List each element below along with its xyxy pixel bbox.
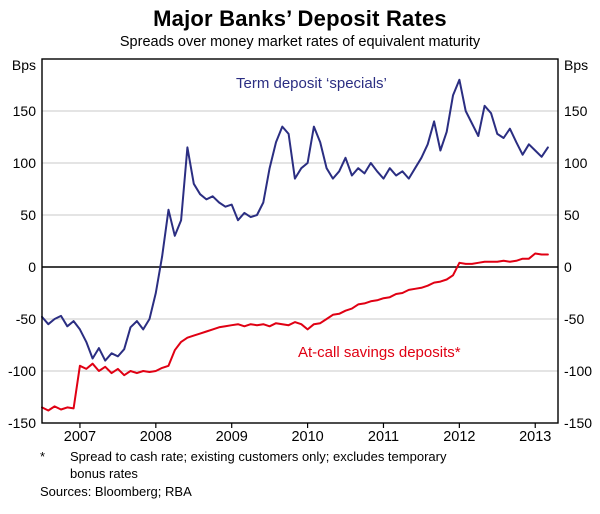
chart-page: Major Banks’ Deposit Rates Spreads over … (0, 6, 600, 514)
y-tick-label-left: -100 (8, 363, 36, 379)
plot-frame (41, 58, 559, 424)
y-axis-unit-left: Bps (12, 57, 36, 73)
x-tick-label: 2008 (140, 429, 172, 445)
y-tick-label-left: -50 (16, 311, 36, 327)
y-tick-label-left: -150 (8, 415, 36, 431)
chart-area: 2007 2008 2009 2010 2011 2012 2013 150 150 100 100… (0, 51, 600, 446)
series-line-term-deposit-specials (41, 78, 549, 362)
y-tick-label-left: 100 (13, 155, 37, 171)
chart-title: Major Banks’ Deposit Rates (153, 6, 447, 31)
footnotes: * Spread to cash rate; existing customer… (0, 446, 600, 501)
y-tick-label-left: 150 (13, 103, 37, 119)
x-tick-label: 2012 (443, 429, 475, 445)
chart-subtitle: Spreads over money market rates of equiv… (119, 34, 481, 50)
footnote-text: Spread to cash rate; existing customers … (70, 449, 447, 481)
annotation-term-deposit-specials: Term deposit ‘specials’ (236, 75, 387, 92)
y-tick-label-right: 100 (564, 155, 588, 171)
x-tick-label: 2010 (291, 429, 323, 445)
y-tick-label-right: 0 (564, 259, 572, 275)
chart-svg: 2007 2008 2009 2010 2011 2012 2013 150 150 100 100… (8, 57, 592, 445)
x-tick-label: 2009 (216, 429, 248, 445)
x-tick-label: 2013 (519, 429, 551, 445)
y-tick-label-right: -50 (564, 311, 584, 327)
x-tick-label: 2007 (64, 429, 96, 445)
y-tick-label-right: -100 (564, 363, 592, 379)
y-tick-label-left: 50 (20, 207, 36, 223)
y-tick-label-right: 150 (564, 103, 588, 119)
footnote-row: * Spread to cash rate; existing customer… (40, 449, 590, 482)
y-tick-label-left: 0 (28, 259, 36, 275)
y-tick-label-right: 50 (564, 207, 580, 223)
y-axis-unit-right: Bps (564, 57, 588, 73)
footnote-sources: Sources: Bloomberg; RBA (40, 484, 192, 500)
y-tick-label-right: -150 (564, 415, 592, 431)
footnote-marker: * (40, 449, 46, 464)
annotation-at-call-savings: At-call savings deposits* (298, 344, 461, 361)
series-line-at-call-savings (41, 252, 549, 412)
x-tick-label: 2011 (368, 429, 399, 445)
